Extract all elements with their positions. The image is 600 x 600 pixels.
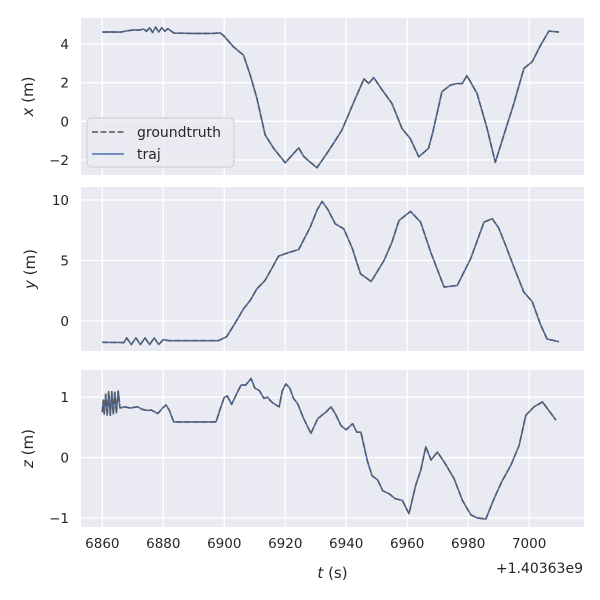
y-tick-label: 1 [60, 390, 69, 406]
x-tick-label: 6920 [268, 536, 302, 552]
y-tick-label: −1 [49, 511, 69, 527]
x-tick-label: 6880 [146, 536, 180, 552]
plot-area [81, 370, 584, 527]
plot-area [81, 187, 584, 351]
y-tick-label: 0 [60, 451, 69, 467]
x-tick-label: 6940 [329, 536, 363, 552]
legend-label-traj: traj [137, 147, 161, 163]
legend: groundtruth traj [86, 117, 235, 168]
subplot-y: 0 5 10 y (m) [21, 187, 584, 351]
x-axis-label-unit: (s) [323, 564, 347, 582]
y-axis-label-variable: z [19, 459, 37, 469]
y-axis-label: y (m) [21, 249, 39, 290]
x-axis-label-variable: t [317, 564, 324, 582]
x-offset-label: +1.40363e9 [496, 561, 583, 577]
y-tick-label: 0 [60, 314, 69, 330]
y-tick-label: 5 [60, 253, 69, 269]
series-line-groundtruth [101, 377, 557, 520]
y-tick-label: 4 [60, 37, 69, 53]
y-tick-label: 2 [60, 76, 69, 92]
x-tick-label: 6900 [207, 536, 241, 552]
legend-label-groundtruth: groundtruth [137, 125, 221, 141]
y-axis-label-unit: (m) [21, 249, 39, 280]
x-tick-label: 6860 [85, 536, 119, 552]
y-tick-label: 10 [52, 193, 69, 209]
subplot-x: −2 0 2 4 x (m) groundtruth traj [19, 18, 584, 175]
series-line-groundtruth [102, 26, 560, 169]
y-axis-label-unit: (m) [19, 77, 37, 108]
subplot-z: 6860 6880 6900 6920 6940 6960 6980 7000 −1 0 1 z (m… [19, 370, 584, 582]
y-axis-label-variable: x [19, 107, 37, 117]
y-axis-label: z (m) [19, 429, 37, 469]
y-tick-label: −2 [49, 153, 69, 169]
x-axis-label: t (s) [317, 564, 347, 582]
x-tick-label: 6960 [390, 536, 424, 552]
y-tick-label: 0 [60, 114, 69, 130]
x-tick-label: 7000 [512, 536, 546, 552]
y-axis-label-variable: y [21, 279, 39, 290]
x-tick-label: 6980 [451, 536, 485, 552]
y-axis-label-unit: (m) [19, 429, 37, 460]
series-line-groundtruth [102, 200, 560, 346]
y-axis-label: x (m) [19, 77, 37, 118]
